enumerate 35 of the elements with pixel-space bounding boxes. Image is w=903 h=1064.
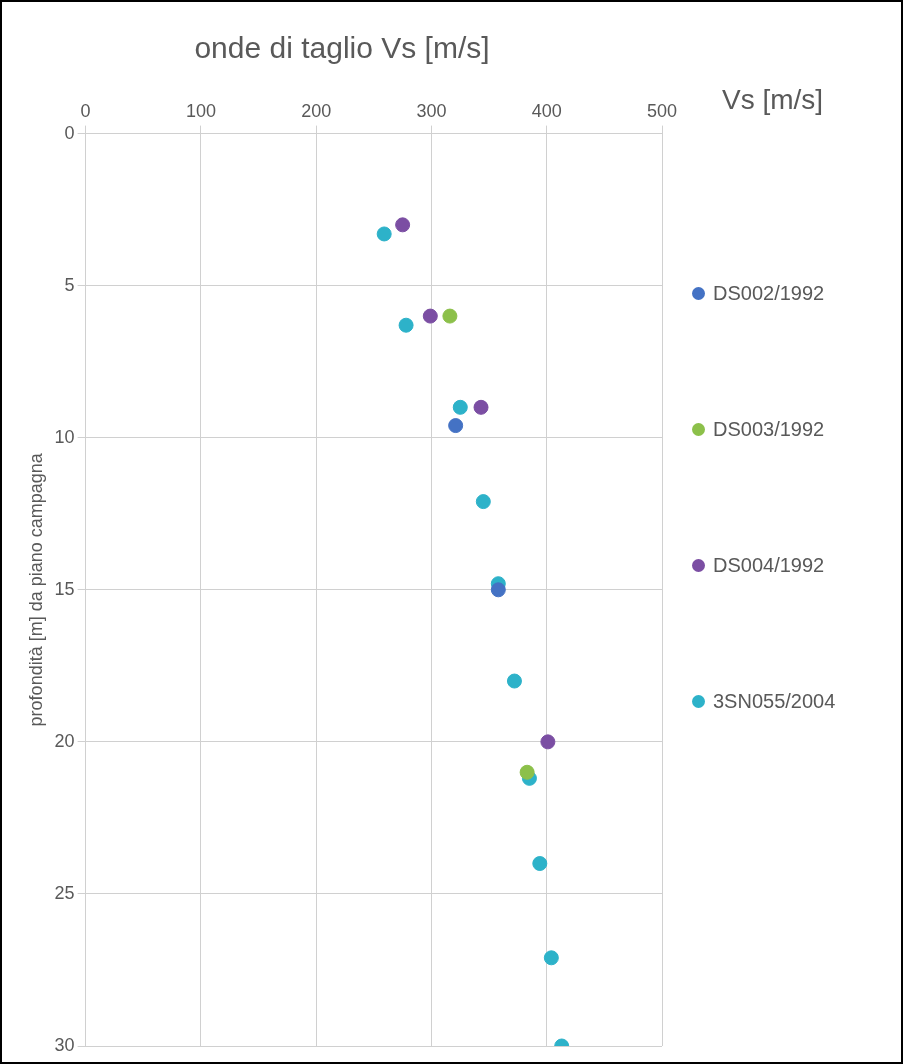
point: [475, 494, 491, 510]
y-axis-title: profondità [m] da piano campagna: [25, 452, 46, 727]
y-tick-label: 10: [54, 426, 75, 447]
x-tick-label: 500: [646, 100, 678, 121]
x-tick-label: 200: [301, 100, 332, 121]
legend-label: DS004/1992: [713, 554, 825, 577]
x-tick-label: 300: [416, 100, 447, 121]
y-tick-label: 15: [54, 578, 75, 599]
point: [519, 764, 535, 780]
point: [376, 226, 392, 242]
y-tick-label: 20: [54, 730, 75, 751]
point: [442, 308, 458, 324]
point: [395, 217, 411, 233]
y-tick-label: 25: [54, 882, 75, 903]
legend-label: DS003/1992: [713, 418, 825, 441]
legend-label: DS002/1992: [713, 282, 825, 305]
x-tick-label: 100: [185, 100, 216, 121]
y-tick-label: 5: [64, 274, 75, 295]
point: [422, 308, 438, 324]
x-tick-label: 400: [531, 100, 562, 121]
point: [448, 418, 464, 434]
y-tick-label: 0: [64, 122, 75, 143]
legend-title: Vs [m/s]: [722, 84, 824, 116]
point: [532, 856, 548, 872]
point: [398, 317, 414, 333]
point: [490, 582, 506, 598]
point: [473, 399, 489, 415]
x-tick-label: 0: [80, 100, 91, 121]
point: [543, 950, 559, 966]
point: [506, 673, 522, 689]
chart-title: onde di taglio Vs [m/s]: [194, 31, 490, 65]
legend-label: 3SN055/2004: [713, 690, 836, 713]
point: [452, 399, 468, 415]
point: [540, 734, 556, 750]
y-tick-label: 30: [54, 1034, 75, 1055]
